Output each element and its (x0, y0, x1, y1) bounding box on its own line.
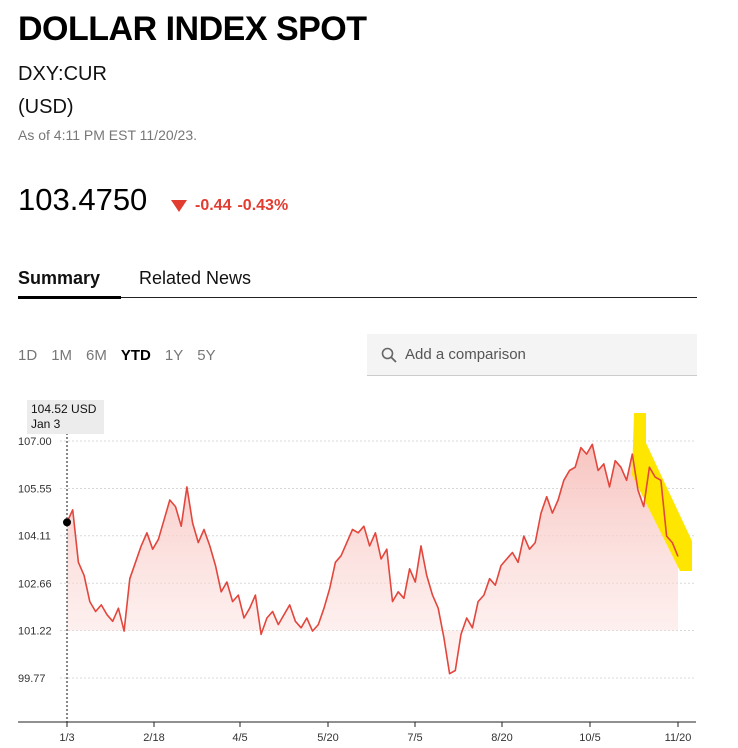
series-area (67, 444, 678, 674)
y-tick-label: 101.22 (18, 625, 52, 637)
y-tick-label: 104.11 (18, 531, 51, 543)
range-1d[interactable]: 1D (18, 347, 38, 364)
search-icon (381, 347, 397, 363)
tab-related-news[interactable]: Related News (139, 268, 252, 288)
x-tick-label: 11/20 (665, 732, 692, 744)
current-price: 103.4750 (18, 182, 148, 217)
y-tick-label: 102.66 (18, 578, 52, 590)
tab-bar: Summary Related News (18, 262, 697, 299)
range-1m[interactable]: 1M (51, 347, 73, 364)
tooltip-value: 104.52 USD (31, 402, 97, 416)
ticker-symbol: DXY:CUR (18, 63, 107, 85)
x-tick-label: 4/5 (232, 732, 247, 744)
x-tick-label: 10/5 (579, 732, 600, 744)
x-tick-label: 5/20 (317, 732, 338, 744)
x-tick-label: 8/20 (491, 732, 512, 744)
tab-summary[interactable]: Summary (18, 268, 101, 288)
down-arrow-icon (171, 200, 187, 212)
comparison-search (367, 334, 697, 376)
range-1y[interactable]: 1Y (164, 347, 184, 364)
x-tick-label: 7/5 (407, 732, 422, 744)
x-tick-label: 2/18 (143, 732, 164, 744)
comparison-input[interactable] (405, 346, 675, 363)
range-ytd[interactable]: YTD (120, 347, 151, 364)
range-6m[interactable]: 6M (86, 347, 107, 364)
change-value: -0.44 (195, 197, 232, 214)
page-title: DOLLAR INDEX SPOT (18, 10, 367, 48)
change-percent: -0.43% (237, 197, 289, 214)
y-tick-label: 107.00 (18, 436, 52, 448)
active-tab-indicator (18, 296, 121, 299)
as-of-timestamp: As of 4:11 PM EST 11/20/23. (18, 127, 197, 143)
price-change: -0.44 -0.43% (171, 197, 288, 215)
price-chart: 107.00 105.55 104.11 102.66 101.22 99.77 1/3 2/… (18, 413, 696, 744)
range-5y[interactable]: 5Y (197, 347, 216, 364)
chart-tooltip: 104.52 USD Jan 3 (27, 400, 104, 434)
range-selector: 1D 1M 6M YTD 1Y 5Y (18, 347, 216, 364)
tooltip-date: Jan 3 (31, 417, 61, 431)
series-line (66, 443, 679, 675)
currency-label: (USD) (18, 96, 74, 118)
x-tick-label: 1/3 (59, 732, 74, 744)
y-tick-label: 99.77 (18, 673, 46, 685)
data-point-marker (63, 518, 71, 527)
y-tick-label: 105.55 (18, 484, 52, 496)
